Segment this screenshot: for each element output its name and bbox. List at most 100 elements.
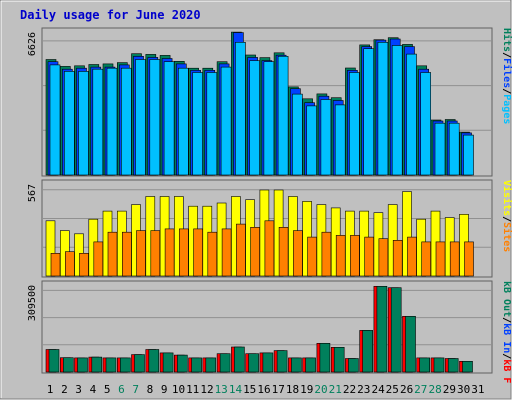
day-label: 21 (329, 383, 342, 396)
bar-kb-out-day-23 (362, 330, 374, 373)
bar-kb-out-day-20 (319, 342, 331, 373)
bar-pages-day-12 (206, 72, 218, 176)
bar-kb-out-day-26 (405, 315, 416, 373)
bar-kb-out-day-17 (276, 350, 288, 373)
legend-kb-out: kB Out (501, 281, 512, 317)
ymax-label: 567 (27, 184, 38, 202)
bar-pages-day-5 (106, 67, 118, 176)
day-label: 4 (90, 383, 97, 396)
bar-sites-day-1 (50, 253, 61, 277)
bar-kb-out-day-5 (105, 357, 117, 373)
bar-kb-out-day-7 (134, 354, 145, 373)
legend-kb-in: kB In (501, 323, 512, 353)
bar-sites-day-20 (321, 231, 332, 277)
day-label: 19 (300, 383, 313, 396)
bar-sites-day-14 (236, 223, 246, 277)
bar-kb-out-day-14 (234, 346, 245, 373)
bar-sites-day-28 (435, 241, 446, 277)
bar-sites-day-9 (164, 228, 175, 277)
day-label: 14 (229, 383, 243, 396)
legend-hits: Hits (501, 28, 512, 52)
bar-sites-day-26 (407, 236, 417, 277)
bar-sites-day-18 (293, 230, 303, 277)
day-label: 12 (200, 383, 213, 396)
bar-kb-out-day-4 (91, 356, 103, 373)
panel-legend: kB Out/kB In/kB F (501, 281, 512, 383)
legend-pages: Pages (501, 94, 512, 124)
bar-kb-out-day-12 (205, 357, 217, 373)
bar-kb-out-day-6 (120, 357, 131, 373)
legend-kb-f: kB F (501, 359, 512, 383)
bar-sites-day-29 (449, 241, 460, 277)
bar-kb-out-day-11 (191, 357, 202, 373)
bar-kb-out-day-13 (219, 353, 231, 373)
bar-sites-day-3 (79, 253, 89, 277)
bar-sites-day-10 (179, 228, 189, 277)
day-label: 16 (257, 383, 270, 396)
day-label: 27 (414, 383, 427, 396)
legend-separator: / (501, 216, 512, 222)
day-label: 29 (443, 383, 456, 396)
bar-pages-day-28 (434, 122, 446, 176)
bar-pages-day-7 (135, 59, 146, 176)
legend-separator: / (501, 88, 512, 94)
day-label: 18 (286, 383, 299, 396)
bar-kb-out-day-19 (305, 357, 316, 373)
bar-pages-day-17 (277, 55, 289, 176)
day-label: 2 (61, 383, 68, 396)
bar-pages-day-21 (334, 104, 346, 176)
bar-sites-day-24 (378, 238, 389, 277)
day-label: 7 (132, 383, 139, 396)
legend-separator: / (501, 353, 512, 359)
bar-kb-out-day-29 (447, 358, 459, 373)
panel-kbytes: 309500 kB Out/kB In/kB F (27, 280, 512, 383)
bar-sites-day-17 (278, 227, 289, 277)
day-label: 23 (357, 383, 370, 396)
ymax-label: 309500 (27, 285, 38, 321)
panel-hits: 6626 Hits/Files/Pages (27, 27, 512, 177)
bar-visits-day-26 (402, 191, 412, 277)
bar-sites-day-15 (250, 227, 260, 277)
bar-kb-out-day-8 (148, 349, 160, 373)
bar-pages-day-8 (149, 59, 161, 176)
bar-pages-day-30 (463, 134, 474, 176)
bar-kb-out-day-3 (77, 357, 88, 373)
day-label: 6 (118, 383, 125, 396)
bar-kb-out-day-9 (162, 352, 174, 373)
panel-legend: Visits/Sites (501, 180, 512, 252)
bar-pages-day-1 (49, 64, 61, 176)
bar-sites-day-7 (136, 230, 146, 277)
bar-pages-day-24 (377, 41, 389, 176)
bar-pages-day-15 (249, 60, 260, 176)
bar-sites-day-8 (150, 230, 161, 277)
legend-separator: / (501, 52, 512, 58)
day-label: 22 (343, 383, 356, 396)
bar-kb-out-day-2 (62, 357, 74, 373)
bar-sites-day-21 (335, 235, 346, 277)
legend-files: Files (501, 58, 512, 88)
bar-pages-day-9 (163, 61, 175, 176)
bar-pages-day-11 (192, 72, 203, 176)
bar-kb-out-day-30 (462, 360, 473, 373)
bar-sites-day-11 (193, 228, 203, 277)
bar-kb-out-day-25 (390, 287, 402, 373)
bar-pages-day-16 (263, 61, 275, 176)
bar-kb-out-day-21 (333, 346, 345, 373)
day-label: 9 (161, 383, 168, 396)
bar-pages-day-18 (292, 93, 303, 176)
chart-panels: 6626 Hits/Files/Pages 567 Visits/Sites 30950… (27, 27, 512, 383)
bar-sites-day-5 (107, 231, 118, 277)
day-label: 24 (371, 383, 385, 396)
day-label: 13 (215, 383, 228, 396)
bar-sites-day-22 (350, 235, 360, 277)
day-label: 31 (471, 383, 484, 396)
day-label: 8 (147, 383, 154, 396)
panel-legend: Hits/Files/Pages (501, 28, 512, 124)
bar-kb-out-day-1 (48, 349, 60, 373)
bar-pages-day-23 (363, 48, 375, 176)
day-label: 28 (428, 383, 441, 396)
bar-sites-day-23 (364, 236, 375, 277)
bar-sites-day-27 (421, 241, 432, 277)
